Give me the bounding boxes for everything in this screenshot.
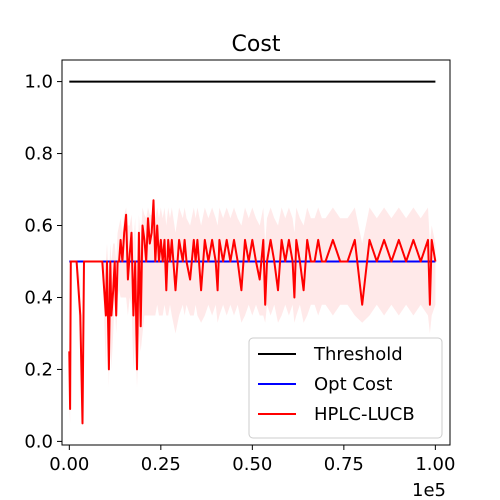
plot-area: [68, 80, 437, 425]
x-tick-label-4: 1.00: [415, 454, 455, 475]
series-band-2: [69, 200, 436, 424]
y-tick-label-5: 1.0: [24, 72, 53, 93]
legend-label-0: Threshold: [313, 344, 403, 365]
legend-box: [248, 337, 443, 439]
x-tick-label-1: 0.25: [141, 454, 181, 475]
x-tick-label-0: 0.00: [49, 454, 89, 475]
legend-label-1: Opt Cost: [314, 374, 392, 395]
x-tick-label-3: 0.75: [324, 454, 364, 475]
y-tick-label-2: 0.4: [24, 287, 53, 308]
axes: 0.00 0.25 0.50 0.75 1.00 0.0 0.2 0.4 0.6 0.8 1.0: [24, 59, 455, 475]
x-tick-label-2: 0.50: [232, 454, 272, 475]
legend: Threshold Opt Cost HPLC-LUCB: [248, 337, 443, 439]
axes-frame: [61, 59, 451, 446]
y-tick-label-0: 0.0: [24, 431, 53, 452]
legend-label-2: HPLC-LUCB: [314, 404, 415, 425]
y-tick-label-1: 0.2: [24, 359, 53, 380]
chart-title: Cost: [232, 32, 281, 57]
y-tick-label-3: 0.6: [24, 216, 53, 237]
series-line-2: [68, 199, 437, 425]
y-tick-label-4: 0.8: [24, 144, 53, 165]
x-axis-offset-label: 1e5: [412, 480, 446, 500]
